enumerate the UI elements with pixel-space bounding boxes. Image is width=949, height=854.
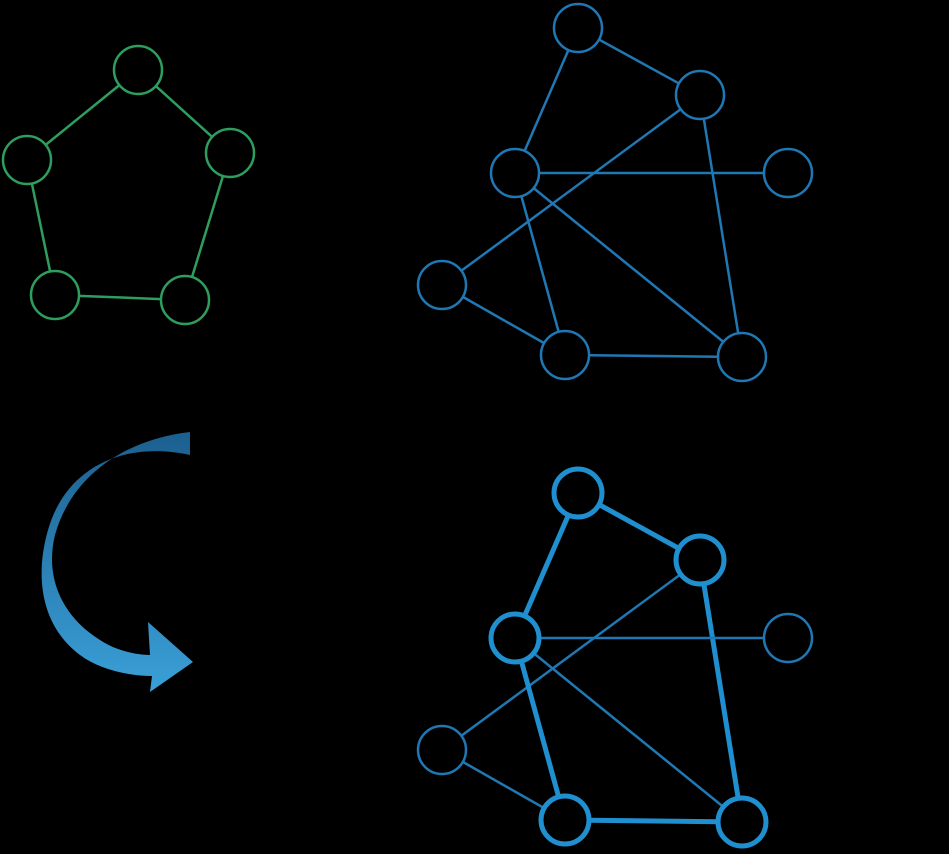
node-b [674, 69, 726, 121]
node-c [489, 147, 541, 199]
edge-f-g [588, 354, 719, 358]
edge-b-g [702, 118, 740, 334]
edge-c-f [520, 195, 560, 333]
node-e [416, 259, 468, 311]
node-e [416, 724, 468, 776]
edge-a-b [598, 38, 680, 85]
edge-p1-p2 [154, 85, 214, 138]
node-g [716, 331, 768, 383]
edge-b-e [460, 108, 682, 272]
edge-p4-p5 [30, 183, 52, 272]
node-g [715, 795, 769, 849]
edge-p3-p4 [78, 294, 162, 301]
arrow-body [41, 432, 193, 692]
node-p1 [112, 44, 164, 96]
node-a [551, 466, 605, 520]
edge-a-c [523, 49, 570, 152]
edge-p5-p1 [44, 84, 121, 146]
edge-a-b [597, 502, 681, 551]
edge-c-g [532, 652, 725, 808]
curved-arrow-icon [41, 432, 193, 692]
matched-graph [416, 466, 814, 849]
node-f [539, 329, 591, 381]
edge-b-g [701, 583, 741, 799]
target-graph [416, 2, 814, 383]
node-p3 [159, 274, 211, 326]
node-p2 [204, 127, 256, 179]
edge-b-e [460, 573, 682, 737]
node-b [673, 533, 727, 587]
edge-p2-p3 [190, 175, 225, 278]
edge-a-c [522, 514, 571, 617]
edge-c-f [518, 660, 562, 798]
edge-e-f [462, 295, 545, 345]
edge-e-f [462, 760, 545, 810]
edge-c-g [532, 187, 725, 343]
node-d [762, 147, 814, 199]
node-f [538, 793, 592, 847]
node-p5 [1, 134, 53, 186]
edge-f-g [588, 817, 719, 825]
node-d [762, 612, 814, 664]
node-a [552, 2, 604, 54]
node-p4 [29, 269, 81, 321]
node-c [488, 611, 542, 665]
pattern-graph [1, 44, 256, 326]
